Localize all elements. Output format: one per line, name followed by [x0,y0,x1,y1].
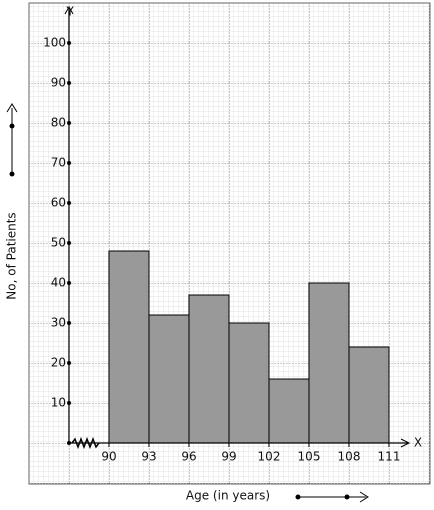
y-tick-mark [67,41,71,45]
y-tick-label: 80 [51,116,66,130]
x-tick-label: 90 [101,450,116,464]
x-tick-label: 108 [338,450,361,464]
histogram-bar [348,346,390,444]
y-tick-mark [67,201,71,205]
y-tick-label: 40 [51,276,66,290]
decorative-arrows [6,103,369,503]
y-tick-mark [67,361,71,365]
x-tick-label: 93 [141,450,156,464]
histogram-bar [148,314,190,444]
x-axis-name: X [414,436,422,450]
histogram-bar [308,282,350,444]
x-tick-label: 96 [181,450,196,464]
origin-dot [67,441,71,445]
y-tick-label: 50 [51,236,66,250]
y-tick-mark [67,401,71,405]
y-tick-mark [67,161,71,165]
arrow-dot [295,494,301,500]
y-tick-label: 100 [43,36,66,50]
y-tick-label: 10 [51,396,66,410]
y-tick-label: 60 [51,196,66,210]
y-tick-mark [67,241,71,245]
arrow-dot [344,494,350,500]
y-tick-mark [67,121,71,125]
x-tick-label: 111 [378,450,401,464]
y-tick-mark [67,281,71,285]
arrow-dot [9,171,15,177]
histogram-bar [268,378,310,444]
y-tick-label: 90 [51,76,66,90]
y-axis-name: Y [65,5,74,19]
histogram-bar [188,294,230,444]
y-tick-label: 30 [51,316,66,330]
x-tick-label: 102 [258,450,281,464]
y-axis-label: No, of Patients [5,212,19,299]
y-axis-arrow [64,5,74,15]
y-tick-mark [67,81,71,85]
arrow-head [359,491,369,503]
x-axis-label: Age (in years) [186,489,270,503]
y-tick-mark [67,321,71,325]
plot: 10 20 30 40 50 60 70 80 90 100 90 93 96 99 102 105 108 11… [43,5,411,464]
histogram-bar [108,250,150,444]
axis-break [71,436,100,450]
y-tick-label: 70 [51,156,66,170]
arrow-dot [9,123,15,129]
arrow-head [6,103,18,113]
y-tick-label: 20 [51,356,66,370]
x-axis-arrow [400,438,411,448]
x-tick-label: 99 [221,450,236,464]
histogram-bar [228,322,270,444]
x-tick-label: 105 [298,450,321,464]
